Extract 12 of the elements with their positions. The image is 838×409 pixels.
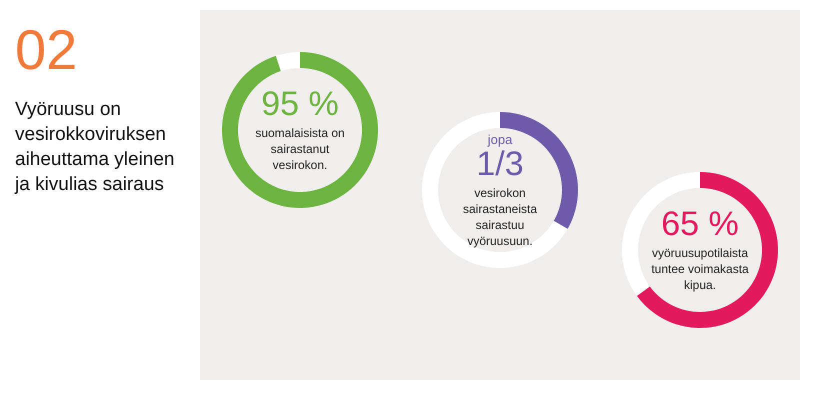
- donut-slice: [422, 112, 568, 268]
- donut-slice: [636, 172, 778, 328]
- text: vyöruusupotilaista tuntee voimakasta kipua.: [651, 246, 750, 292]
- text: 02: [15, 18, 78, 81]
- data-label: 95 %: [261, 85, 339, 123]
- text: suomalaisista on sairastanut vesirokon.: [255, 126, 345, 172]
- text: vesirokon sairastaneista sairastuu vyöruusuun.: [462, 186, 538, 248]
- text: Vyöruusu on vesirokkoviruksen aiheuttama yleinen ja kivulias sairaus: [14, 99, 174, 195]
- donut-slice: [222, 52, 378, 208]
- text: jopa: [486, 132, 514, 147]
- donut-slice: [276, 52, 300, 72]
- data-label: 65 %: [661, 205, 739, 243]
